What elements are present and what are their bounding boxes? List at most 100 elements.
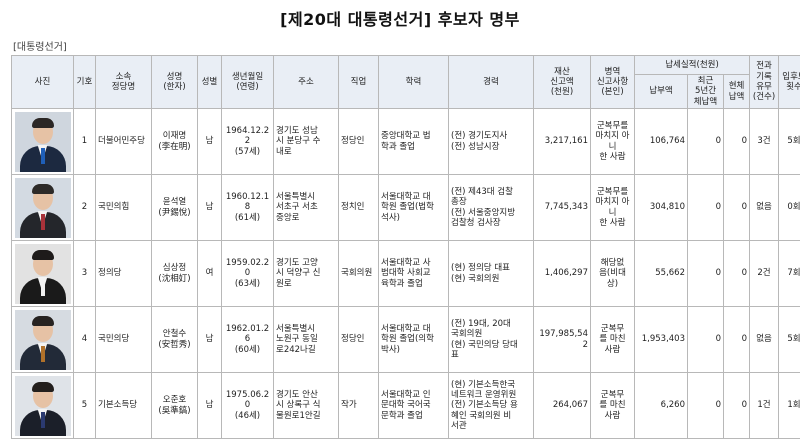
table-row: 2 국민의힘 윤석열 (尹錫悅) 남 1960.12.1 8 (61세) 서울특… [11, 174, 800, 242]
candidate-tax-5yr: 0 [687, 372, 724, 440]
candidate-party-text: 정의당 [98, 268, 122, 279]
candidate-job: 정당인 [338, 108, 379, 176]
candidate-address: 경기도 고양 시 덕양구 신 원로 [273, 240, 339, 308]
candidate-address: 서울특별시 서초구 서초 중앙로 [273, 174, 339, 242]
candidate-education-text: 서울대학교 사 범대학 사회교 육학과 졸업 [381, 258, 431, 289]
candidate-photo-cell [11, 372, 74, 440]
candidate-job: 정치인 [338, 174, 379, 242]
header-criminal: 전과 기록 유무 (건수) [749, 54, 780, 110]
table-row: 1 더불어민주당 이재명 (李在明) 남 1964.12.2 2 (57세) 경… [11, 108, 800, 176]
candidate-party-text: 기본소득당 [98, 400, 138, 411]
candidate-tax-current: 0 [722, 174, 751, 242]
candidate-number-text: 4 [81, 334, 88, 345]
candidate-tax-current: 0 [722, 306, 751, 374]
candidate-runs-text: 5회 [787, 136, 800, 147]
candidate-party: 국민의당 [95, 306, 152, 374]
header-job: 직업 [338, 54, 379, 110]
candidate-number: 3 [73, 240, 96, 308]
header-runs: 입후보 횟수 [778, 54, 800, 110]
candidate-property-text: 7,745,343 [544, 202, 588, 213]
candidate-military: 군복무를 마치지 아니 한 사람 [590, 108, 635, 176]
header-number: 기호 [73, 54, 96, 110]
candidate-tax-paid-text: 1,953,403 [641, 334, 685, 345]
candidate-military: 군복무를 마치지 아니 한 사람 [590, 174, 635, 242]
candidate-tax-paid-text: 106,764 [649, 136, 685, 147]
candidate-job: 국회의원 [338, 240, 379, 308]
candidate-gender: 남 [197, 372, 222, 440]
candidate-career-text: (전) 제43대 검찰 총장 (전) 서울중앙지방 검찰청 검사장 [451, 186, 516, 228]
candidate-runs-text: 0회 [787, 202, 800, 213]
candidate-runs: 7회 [778, 240, 800, 308]
candidate-number: 5 [73, 372, 96, 440]
candidate-photo [14, 309, 71, 370]
candidate-property: 197,985,54 2 [533, 306, 591, 374]
candidate-runs: 5회 [778, 108, 800, 176]
candidate-gender: 남 [197, 306, 222, 374]
candidate-name: 심상정 (沈相奵) [151, 240, 198, 308]
candidate-name: 안철수 (安哲秀) [151, 306, 198, 374]
candidate-military: 군복무 를 마친 사람 [590, 372, 635, 440]
candidate-tax-5yr-text: 0 [715, 268, 721, 279]
header-address: 주소 [273, 54, 339, 110]
candidate-education: 서울대학교 사 범대학 사회교 육학과 졸업 [378, 240, 449, 308]
header-name: 성명 (한자) [151, 54, 198, 110]
candidate-table: 사진 기호 소속 정당명 성명 (한자) 성별 생년월일 (연령) 주소 직업 … [11, 54, 800, 440]
candidate-gender-text: 남 [205, 202, 214, 213]
header-tax-5yr: 최근 5년간 체납액 [687, 73, 724, 110]
section-label: [대통령선거] [13, 42, 67, 53]
candidate-property: 7,745,343 [533, 174, 591, 242]
candidate-party: 더불어민주당 [95, 108, 152, 176]
candidate-number: 4 [73, 306, 96, 374]
candidate-criminal-text: 없음 [756, 202, 772, 213]
candidate-criminal-text: 없음 [756, 334, 772, 345]
candidate-criminal-text: 2건 [757, 268, 771, 279]
candidate-party: 정의당 [95, 240, 152, 308]
header-birth: 생년월일 (연령) [221, 54, 274, 110]
candidate-tax-current-text: 0 [741, 334, 748, 345]
candidate-tax-paid: 1,953,403 [634, 306, 688, 374]
candidate-tax-current-text: 0 [741, 400, 748, 411]
candidate-tax-paid-text: 6,260 [660, 400, 685, 411]
candidate-property-text: 264,067 [552, 400, 588, 411]
candidate-runs: 0회 [778, 174, 800, 242]
candidate-property: 3,217,161 [533, 108, 591, 176]
candidate-property: 1,406,297 [533, 240, 591, 308]
candidate-job-text: 작가 [341, 400, 357, 411]
candidate-career-text: (현) 기본소득한국 네트워크 운영위원 (전) 기본소득당 용 혜인 국회의원… [451, 379, 518, 432]
candidate-career-text: (전) 19대, 20대 국회의원 (현) 국민의당 당대 표 [451, 318, 518, 360]
candidate-job-text: 정치인 [341, 202, 365, 213]
candidate-birth: 1975.06.2 0 (46세) [221, 372, 274, 440]
candidate-military: 해당없 음(비대 상) [590, 240, 635, 308]
candidate-gender-text: 남 [205, 334, 214, 345]
candidate-tax-paid: 106,764 [634, 108, 688, 176]
candidate-career-text: (전) 경기도지사 (전) 성남시장 [451, 131, 508, 152]
header-tax-current: 현체 납액 [722, 73, 751, 110]
candidate-job: 작가 [338, 372, 379, 440]
candidate-party: 기본소득당 [95, 372, 152, 440]
table-row: 4 국민의당 안철수 (安哲秀) 남 1962.01.2 6 (60세) 서울특… [11, 306, 800, 374]
candidate-gender-text: 여 [205, 268, 214, 279]
candidate-address-text: 서울특별시 노원구 동일 로242나길 [276, 324, 318, 355]
candidate-career: (전) 경기도지사 (전) 성남시장 [448, 108, 534, 176]
candidate-party: 국민의힘 [95, 174, 152, 242]
candidate-name-text: 윤석열 (尹錫悅) [158, 197, 191, 218]
candidate-birth: 1964.12.2 2 (57세) [221, 108, 274, 176]
candidate-photo [14, 375, 71, 436]
candidate-property-text: 197,985,54 2 [539, 329, 588, 350]
candidate-address-text: 서울특별시 서초구 서초 중앙로 [276, 192, 318, 223]
candidate-gender-text: 남 [205, 400, 214, 411]
candidate-education: 서울대학교 대 학원 졸업(법학 석사) [378, 174, 449, 242]
candidate-photo-cell [11, 108, 74, 176]
page-title: [제20대 대통령선거] 후보자 명부 [280, 10, 520, 29]
candidate-military-text: 군복무를 마치지 아니 한 사람 [595, 120, 630, 162]
candidate-education: 서울대학교 인 문대학 국어국 문학과 졸업 [378, 372, 449, 440]
candidate-address-text: 경기도 안산 시 상록구 식 물원로1안길 [276, 390, 321, 421]
header-photo: 사진 [11, 54, 74, 110]
candidate-party-text: 더불어민주당 [98, 136, 145, 147]
candidate-photo-cell [11, 306, 74, 374]
candidate-runs: 5회 [778, 306, 800, 374]
candidate-tax-5yr-text: 0 [715, 136, 721, 147]
candidate-tax-5yr: 0 [687, 174, 724, 242]
candidate-tax-paid: 304,810 [634, 174, 688, 242]
